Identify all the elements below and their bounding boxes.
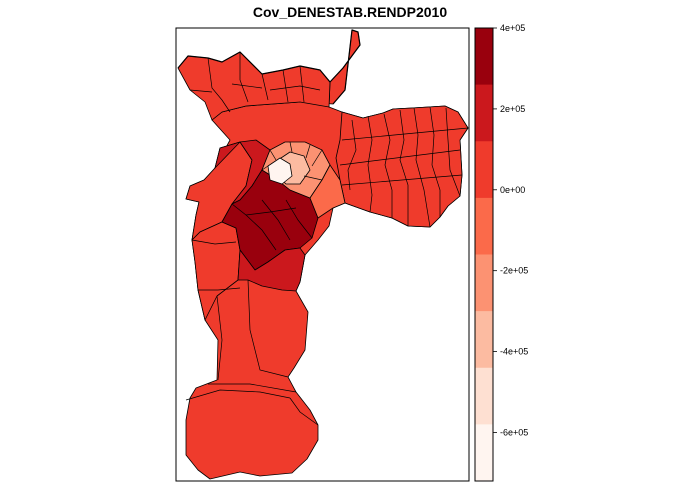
legend-frame bbox=[474, 27, 494, 482]
district-boundaries bbox=[185, 52, 469, 426]
district-layer bbox=[177, 29, 469, 480]
region-centre-east[interactable] bbox=[309, 164, 346, 219]
city-outline bbox=[177, 29, 361, 105]
legend-bin-2 bbox=[475, 141, 493, 199]
legend-tick-label: -2e+05 bbox=[500, 266, 528, 276]
legend-bin-6 bbox=[475, 367, 493, 425]
legend-bin-4 bbox=[475, 254, 493, 312]
legend-bin-5 bbox=[475, 311, 493, 369]
legend-tick-label: 2e+05 bbox=[500, 104, 525, 114]
legend-tick-label: 4e+05 bbox=[500, 23, 525, 33]
legend: 4e+05 2e+05 0e+00 -2e+05 -4e+05 -6e+05 bbox=[474, 23, 528, 482]
legend-tick-label: 0e+00 bbox=[500, 185, 525, 195]
legend-bin-0 bbox=[475, 28, 493, 86]
legend-tick-label: -6e+05 bbox=[500, 427, 528, 437]
legend-tick-label: -4e+05 bbox=[500, 347, 528, 357]
legend-bin-7 bbox=[475, 424, 493, 482]
legend-bin-1 bbox=[475, 84, 493, 142]
map-title: Cov_DENESTAB.RENDP2010 bbox=[253, 4, 447, 20]
legend-bin-3 bbox=[475, 197, 493, 255]
region-centre-innermost[interactable] bbox=[267, 157, 293, 185]
